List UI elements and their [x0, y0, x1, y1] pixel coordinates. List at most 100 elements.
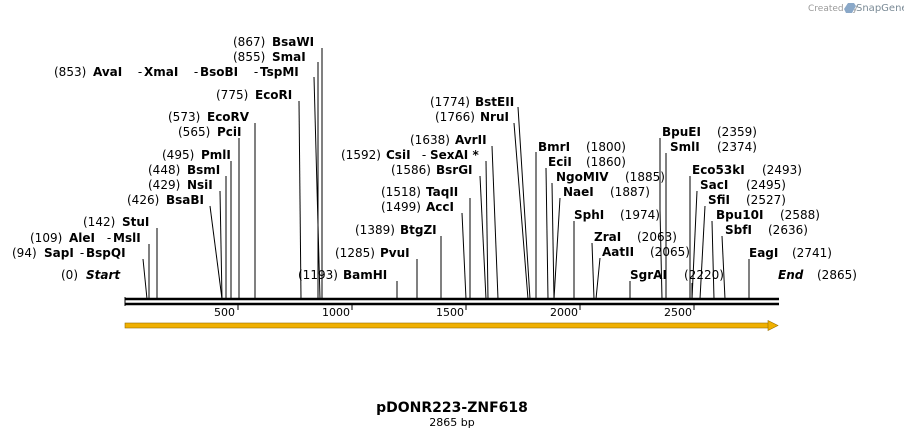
site-position: (1800)	[586, 140, 626, 154]
site-label: BpuEI (2359)	[662, 125, 757, 139]
site-label: Eco53kI (2493)	[692, 163, 802, 177]
site-label: (94) SapI - BspQI	[12, 246, 126, 260]
site-label: (1766) NruI	[435, 110, 509, 124]
feature-arrow	[124, 320, 779, 331]
site-enzyme: BsoBI	[200, 65, 238, 79]
site-label: (1389) BtgZI	[355, 223, 437, 237]
site-position: (1860)	[586, 155, 626, 169]
site-position: (1592)	[341, 148, 381, 162]
site-label: BmrI (1800)	[538, 140, 626, 154]
site-position: (426)	[127, 193, 159, 207]
site-position: (2374)	[717, 140, 757, 154]
site-position: (2493)	[762, 163, 802, 177]
site-label: (1586) BsrGI	[391, 163, 473, 177]
site-label: (1638) AvrII	[410, 133, 487, 147]
site-label: EagI (2741)	[749, 246, 832, 260]
site-enzyme: TaqII	[426, 185, 458, 199]
site-enzyme: BsmI	[187, 163, 220, 177]
site-position: (2220)	[684, 268, 724, 282]
site-label: (426) BsaBI	[127, 193, 204, 207]
site-position: (109)	[30, 231, 62, 245]
site-enzyme: BtgZI	[400, 223, 437, 237]
site-label: (565) PciI	[178, 125, 242, 139]
site-label: ZraI (2063)	[594, 230, 677, 244]
site-position: (2636)	[768, 223, 808, 237]
site-label: (867) BsaWI	[233, 35, 314, 49]
site-label: (855) SmaI	[233, 50, 306, 64]
site-enzyme: PciI	[217, 125, 242, 139]
site-enzyme: BspQI	[86, 246, 126, 260]
site-label: SmlI (2374)	[670, 140, 757, 154]
end-position: (2865)	[817, 268, 857, 282]
start-text: Start	[86, 268, 121, 282]
site-position: (1887)	[610, 185, 650, 199]
site-enzyme: ZraI	[594, 230, 621, 244]
site-enzyme: BstEII	[475, 95, 514, 109]
site-label: (109) AleI - MslI	[30, 231, 141, 245]
site-enzyme: SfiI	[708, 193, 730, 207]
site-label: (1285) PvuI	[335, 246, 410, 260]
site-position: (94)	[12, 246, 37, 260]
site-enzyme: NgoMIV	[556, 170, 609, 184]
site-position: (142)	[83, 215, 115, 229]
site-label: NaeI (1887)	[563, 185, 650, 199]
site-position: (1499)	[381, 200, 421, 214]
site-enzyme: EagI	[749, 246, 778, 260]
site-position: (1518)	[381, 185, 421, 199]
site-position: (2495)	[746, 178, 786, 192]
site-label: (495) PmlI	[162, 148, 231, 162]
site-enzyme: EciI	[548, 155, 572, 169]
site-label: (429) NsiI	[148, 178, 213, 192]
ruler-tick-label: 2000	[550, 306, 578, 319]
site-label: (1499) AccI	[381, 200, 454, 214]
site-position: (1638)	[410, 133, 450, 147]
site-enzyme: AatII	[602, 245, 634, 259]
ruler-tick-label: 500	[214, 306, 235, 319]
site-label: SacI (2495)	[700, 178, 786, 192]
site-label: NgoMIV (1885)	[556, 170, 665, 184]
site-enzyme: BmrI	[538, 140, 570, 154]
ruler-tick-label: 2500	[664, 306, 692, 319]
end-text: End	[778, 268, 804, 282]
site-position: (2527)	[746, 193, 786, 207]
site-enzyme: MslI	[113, 231, 141, 245]
ruler-tick-label: 1000	[322, 306, 350, 319]
site-position: (495)	[162, 148, 194, 162]
site-position: (429)	[148, 178, 180, 192]
site-position: (855)	[233, 50, 265, 64]
start-label: (0) Start	[61, 268, 121, 282]
ruler-tick-label: 1500	[436, 306, 464, 319]
site-label: (448) BsmI	[148, 163, 220, 177]
site-position: (1766)	[435, 110, 475, 124]
position-ruler: 500 1000 1500 2000 2500	[214, 304, 695, 319]
site-position: (1389)	[355, 223, 395, 237]
site-enzyme: SmlI	[670, 140, 700, 154]
site-enzyme: SbfI	[725, 223, 752, 237]
site-enzyme: PvuI	[380, 246, 410, 260]
site-label: (1592) CsiI - SexAI *	[341, 148, 479, 162]
start-position: (0)	[61, 268, 78, 282]
site-position: (853)	[54, 65, 86, 79]
site-position: (2741)	[792, 246, 832, 260]
site-enzyme: NaeI	[563, 185, 594, 199]
site-label: EciI (1860)	[548, 155, 626, 169]
site-label: (775) EcoRI	[216, 88, 292, 102]
site-position: (1774)	[430, 95, 470, 109]
site-enzyme: AvrII	[455, 133, 487, 147]
site-position: (867)	[233, 35, 265, 49]
site-position: (1885)	[625, 170, 665, 184]
site-enzyme: AccI	[426, 200, 454, 214]
site-enzyme: BsrGI	[436, 163, 473, 177]
site-position: (2065)	[650, 245, 690, 259]
credit-brand: SnapGene	[856, 3, 904, 14]
map-length: 2865 bp	[429, 416, 474, 429]
site-position: (2588)	[780, 208, 820, 222]
site-enzyme: PmlI	[201, 148, 231, 162]
feature-bar	[124, 322, 772, 329]
site-label: SfiI (2527)	[708, 193, 786, 207]
site-enzyme: StuI	[122, 215, 149, 229]
site-label: (573) EcoRV	[168, 110, 250, 124]
site-position: (1974)	[620, 208, 660, 222]
end-label: End (2865)	[778, 268, 857, 282]
